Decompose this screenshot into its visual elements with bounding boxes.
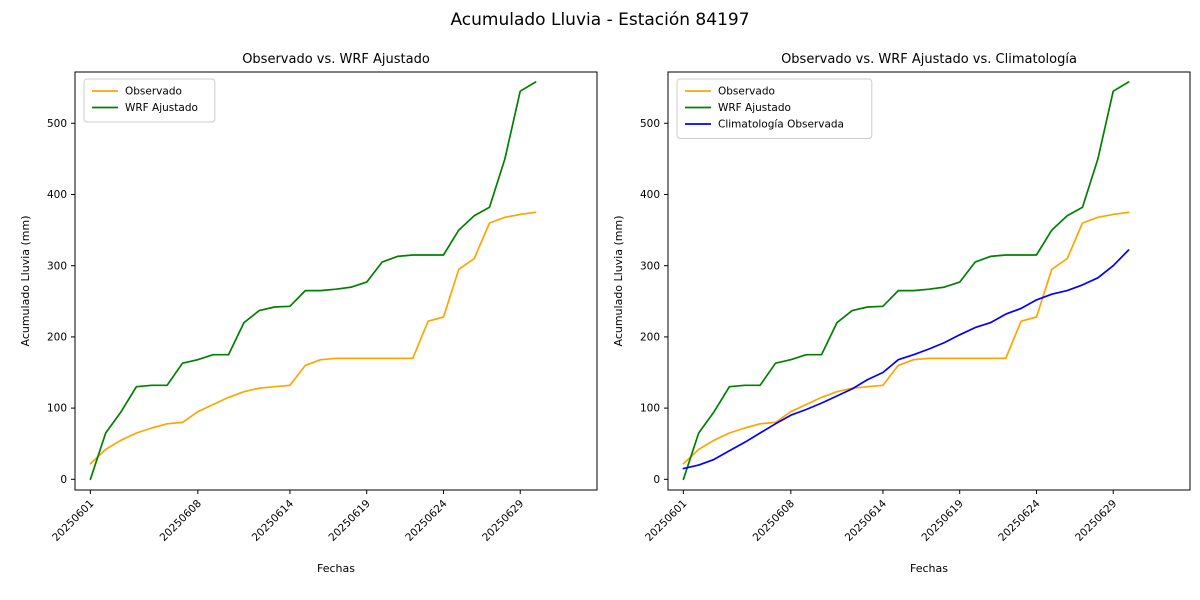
y-tick-label: 300 bbox=[640, 260, 660, 272]
series-line-observado bbox=[89, 211, 537, 465]
y-tick-label: 400 bbox=[47, 189, 67, 201]
x-tick-label: 20250601 bbox=[643, 498, 689, 544]
subplot-title: Observado vs. WRF Ajustado vs. Climatolo… bbox=[781, 52, 1077, 67]
legend-label-wrf-ajustado: WRF Ajustado bbox=[718, 102, 791, 114]
y-tick-label: 500 bbox=[640, 118, 660, 130]
axes-frame bbox=[74, 71, 598, 491]
y-axis-label: Acumulado Lluvia (mm) bbox=[612, 215, 625, 346]
series-line-climatolog-a-observada bbox=[682, 249, 1130, 470]
x-tick-label: 20250614 bbox=[843, 497, 890, 544]
x-tick-label: 20250624 bbox=[996, 497, 1043, 544]
y-tick-label: 200 bbox=[47, 331, 67, 343]
series-line-observado bbox=[682, 211, 1130, 465]
legend-label-climatolog-a-observada: Climatología Observada bbox=[718, 119, 844, 131]
figure-title: Acumulado Lluvia - Estación 84197 bbox=[450, 10, 750, 30]
x-tick-label: 20250608 bbox=[158, 498, 204, 544]
subplot-title: Observado vs. WRF Ajustado bbox=[242, 52, 430, 67]
legend-label-wrf-ajustado: WRF Ajustado bbox=[125, 102, 198, 114]
x-tick-label: 20250614 bbox=[250, 497, 297, 544]
x-tick-label: 20250619 bbox=[327, 498, 373, 544]
legend: Observado WRF Ajustado Climatología Observ… bbox=[676, 78, 873, 139]
y-tick-label: 100 bbox=[640, 403, 660, 415]
y-axis-label: Acumulado Lluvia (mm) bbox=[19, 215, 32, 346]
y-tick-label: 0 bbox=[653, 474, 660, 486]
x-tick-label: 20250601 bbox=[50, 498, 96, 544]
x-axis-label: Fechas bbox=[317, 562, 355, 575]
x-tick-label: 20250619 bbox=[920, 498, 966, 544]
x-tick-label: 20250629 bbox=[1073, 498, 1119, 544]
x-tick-label: 20250608 bbox=[751, 498, 797, 544]
subplot-left: 0 100 200 300 400 500 20250601 20250608 20250614… bbox=[19, 52, 598, 575]
legend-box bbox=[83, 78, 216, 123]
legend-label-observado: Observado bbox=[718, 86, 775, 98]
legend-box bbox=[676, 78, 873, 139]
y-tick-label: 300 bbox=[47, 260, 67, 272]
series-line-wrf-ajustado bbox=[682, 81, 1130, 481]
y-tick-label: 200 bbox=[640, 331, 660, 343]
axes-frame bbox=[667, 71, 1191, 491]
y-tick-label: 500 bbox=[47, 118, 67, 130]
series-line-wrf-ajustado bbox=[89, 81, 537, 481]
legend-label-observado: Observado bbox=[125, 86, 182, 98]
legend: Observado WRF Ajustado bbox=[83, 78, 216, 123]
y-tick-label: 100 bbox=[47, 403, 67, 415]
y-tick-label: 0 bbox=[60, 474, 67, 486]
x-tick-label: 20250629 bbox=[480, 498, 526, 544]
subplot-right: 0 100 200 300 400 500 20250601 20250608 20250614… bbox=[612, 52, 1191, 575]
y-tick-label: 400 bbox=[640, 189, 660, 201]
x-tick-label: 20250624 bbox=[403, 497, 450, 544]
x-axis-label: Fechas bbox=[910, 562, 948, 575]
